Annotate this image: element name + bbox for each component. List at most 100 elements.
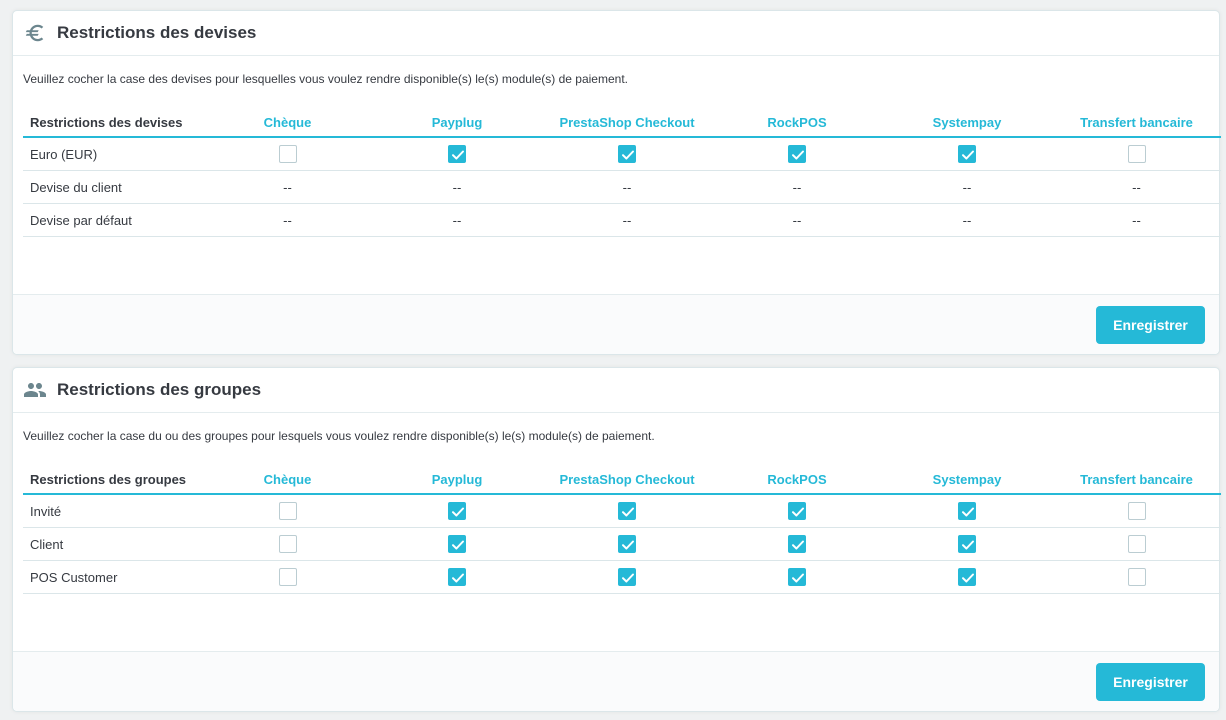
cell-value: -- [1052, 170, 1221, 204]
checkbox-cell [372, 494, 542, 528]
checkbox-checked[interactable] [618, 502, 636, 520]
checkbox-cell [1052, 137, 1221, 171]
panel-heading: Restrictions des devises [13, 11, 1219, 56]
column-header-module: PrestaShop Checkout [542, 108, 712, 138]
cell-value: -- [1052, 203, 1221, 237]
checkbox-checked[interactable] [448, 145, 466, 163]
column-header-module: RockPOS [712, 465, 882, 495]
checkbox-cell [1052, 527, 1221, 561]
checkbox-cell [712, 494, 882, 528]
save-button[interactable]: Enregistrer [1096, 306, 1205, 344]
row-label: Client [23, 527, 203, 561]
column-header-module: Systempay [882, 108, 1052, 138]
column-header-module: Systempay [882, 465, 1052, 495]
panel-heading: Restrictions des groupes [13, 368, 1219, 413]
checkbox-unchecked[interactable] [278, 145, 297, 163]
group-restrictions-panel: Restrictions des groupes Veuillez cocher… [12, 367, 1221, 712]
checkmark-icon [452, 507, 464, 517]
column-header-module: Chèque [203, 108, 372, 138]
checkbox-checked[interactable] [618, 535, 636, 553]
table-row: Invité [23, 494, 1221, 528]
checkbox-checked[interactable] [788, 535, 806, 553]
checkmark-icon [962, 573, 974, 583]
checkbox-checked[interactable] [788, 145, 806, 163]
column-header-restrictions: Restrictions des groupes [23, 465, 203, 495]
panel-description: Veuillez cocher la case du ou des groupe… [23, 429, 655, 443]
checkbox-cell [203, 137, 372, 171]
checkmark-icon [622, 507, 634, 517]
column-header-module: Transfert bancaire [1052, 465, 1221, 495]
checkmark-icon [792, 540, 804, 550]
checkbox-checked[interactable] [788, 568, 806, 586]
column-header-module: Transfert bancaire [1052, 108, 1221, 138]
checkmark-icon [962, 540, 974, 550]
checkbox-checked[interactable] [958, 568, 976, 586]
panel-footer: Enregistrer [13, 294, 1219, 354]
cell-value: -- [542, 203, 712, 237]
checkbox-cell [203, 560, 372, 594]
checkbox-checked[interactable] [448, 502, 466, 520]
table-row: Devise par défaut -- -- -- -- -- -- [23, 203, 1221, 237]
checkbox-cell [712, 527, 882, 561]
checkbox-checked[interactable] [958, 502, 976, 520]
checkmark-icon [452, 573, 464, 583]
row-label: Euro (EUR) [23, 137, 203, 171]
euro-icon [23, 21, 47, 45]
cell-value: -- [203, 170, 372, 204]
checkmark-icon [792, 150, 804, 160]
row-label: POS Customer [23, 560, 203, 594]
checkbox-unchecked[interactable] [278, 502, 297, 520]
checkbox-checked[interactable] [618, 568, 636, 586]
checkbox-checked[interactable] [618, 145, 636, 163]
checkbox-cell [882, 560, 1052, 594]
checkbox-cell [1052, 494, 1221, 528]
checkbox-unchecked[interactable] [1127, 145, 1146, 163]
table-row: POS Customer [23, 560, 1221, 594]
checkbox-cell [882, 527, 1052, 561]
checkbox-checked[interactable] [448, 568, 466, 586]
people-icon [23, 378, 47, 402]
cell-value: -- [712, 170, 882, 204]
checkbox-cell [1052, 560, 1221, 594]
checkmark-icon [622, 540, 634, 550]
group-restrictions-table: Restrictions des groupes Chèque Payplug Pre… [23, 465, 1221, 594]
checkbox-checked[interactable] [958, 535, 976, 553]
panel-title: Restrictions des groupes [57, 380, 262, 399]
save-button[interactable]: Enregistrer [1096, 663, 1205, 701]
checkbox-cell [882, 137, 1052, 171]
checkbox-cell [542, 560, 712, 594]
checkbox-unchecked[interactable] [1127, 502, 1146, 520]
column-header-module: Chèque [203, 465, 372, 495]
checkbox-unchecked[interactable] [278, 535, 297, 553]
checkbox-cell [372, 527, 542, 561]
checkbox-cell [542, 527, 712, 561]
row-label: Invité [23, 494, 203, 528]
checkmark-icon [622, 573, 634, 583]
column-header-module: RockPOS [712, 108, 882, 138]
currency-restrictions-panel: Restrictions des devises Veuillez cocher… [12, 10, 1221, 355]
cell-value: -- [882, 170, 1052, 204]
checkbox-checked[interactable] [958, 145, 976, 163]
checkbox-cell [882, 494, 1052, 528]
checkbox-unchecked[interactable] [1127, 568, 1146, 586]
cell-value: -- [882, 203, 1052, 237]
column-header-module: PrestaShop Checkout [542, 465, 712, 495]
cell-value: -- [372, 170, 542, 204]
checkmark-icon [452, 150, 464, 160]
checkbox-unchecked[interactable] [1127, 535, 1146, 553]
column-header-module: Payplug [372, 108, 542, 138]
cell-value: -- [372, 203, 542, 237]
checkbox-unchecked[interactable] [278, 568, 297, 586]
checkbox-checked[interactable] [448, 535, 466, 553]
cell-value: -- [542, 170, 712, 204]
checkmark-icon [622, 150, 634, 160]
checkmark-icon [792, 573, 804, 583]
checkmark-icon [452, 540, 464, 550]
panel-description: Veuillez cocher la case des devises pour… [23, 72, 628, 86]
checkbox-cell [372, 560, 542, 594]
table-row: Devise du client -- -- -- -- -- -- [23, 170, 1221, 204]
column-header-module: Payplug [372, 465, 542, 495]
checkbox-checked[interactable] [788, 502, 806, 520]
panel-footer: Enregistrer [13, 651, 1219, 711]
cell-value: -- [712, 203, 882, 237]
